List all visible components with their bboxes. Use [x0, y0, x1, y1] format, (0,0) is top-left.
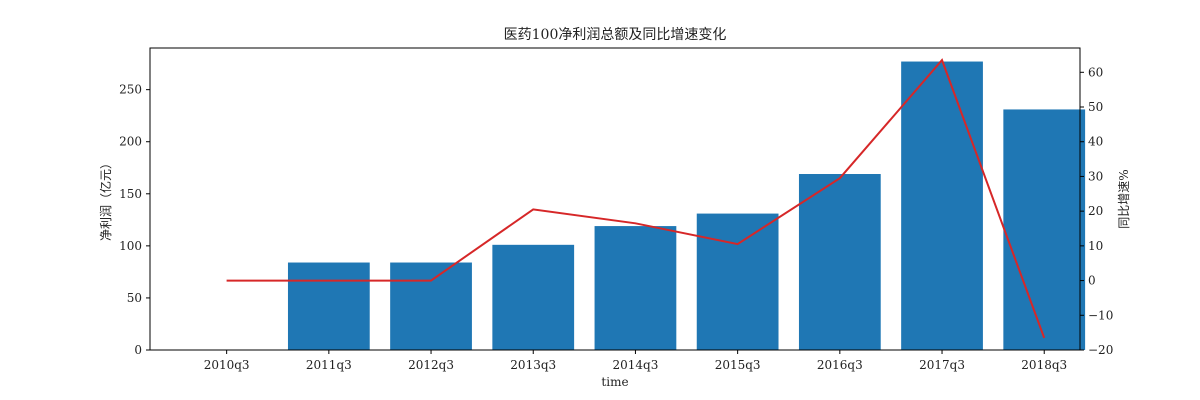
y2-axis-label: 同比增速% [1117, 169, 1131, 228]
x-axis-label: time [601, 375, 628, 389]
x-tick-label: 2014q3 [613, 358, 659, 372]
chart-title: 医药100净利润总额及同比增速变化 [504, 27, 727, 43]
x-tick-label: 2015q3 [715, 358, 761, 372]
bar-2012q3 [390, 262, 472, 350]
y-axis-label: 净利润（亿元） [98, 157, 113, 241]
x-tick-label: 2011q3 [306, 358, 352, 372]
y2-tick-label: 20 [1088, 204, 1103, 218]
bar-2013q3 [492, 244, 575, 350]
y2-tick-label: −10 [1088, 308, 1113, 322]
bar-2015q3 [696, 213, 779, 350]
x-tick-label: 2012q3 [408, 358, 454, 372]
line-layer [226, 58, 1046, 339]
x-tick-label: 2016q3 [817, 358, 863, 372]
x-axis-ticks: 2010q3 2011q3 2012q3 2013q3 2014q3 2015q3 2016… [204, 350, 1067, 372]
x-tick-label: 2017q3 [919, 358, 965, 372]
y-tick-label: 0 [134, 343, 142, 357]
y2-tick-label: −20 [1088, 343, 1113, 357]
y2-tick-label: 60 [1088, 65, 1103, 79]
y-axis-ticks: 0 50 100 150 200 250 [119, 83, 150, 357]
bar-2017q3 [901, 61, 983, 350]
x-tick-label: 2010q3 [204, 358, 250, 372]
bars-layer [287, 61, 1086, 350]
y2-tick-label: 40 [1088, 135, 1103, 149]
y2-tick-label: 50 [1088, 100, 1103, 114]
y-tick-label: 150 [119, 187, 142, 201]
plot-frame [149, 47, 1081, 351]
y2-tick-label: 10 [1088, 239, 1103, 253]
y-tick-label: 250 [119, 83, 142, 97]
bar-2014q3 [594, 226, 677, 350]
y-tick-label: 200 [119, 135, 142, 149]
y-tick-label: 50 [127, 291, 142, 305]
y2-tick-label: 0 [1088, 274, 1096, 288]
x-tick-label: 2018q3 [1021, 358, 1067, 372]
bar-2011q3 [287, 262, 370, 350]
y-tick-label: 100 [119, 239, 142, 253]
y2-axis-ticks: −20 −10 0 10 20 30 40 50 60 [1080, 65, 1113, 357]
bar-2016q3 [798, 174, 881, 350]
bar-2018q3 [1003, 109, 1086, 350]
x-tick-label: 2013q3 [510, 358, 556, 372]
y2-tick-label: 30 [1088, 169, 1103, 183]
